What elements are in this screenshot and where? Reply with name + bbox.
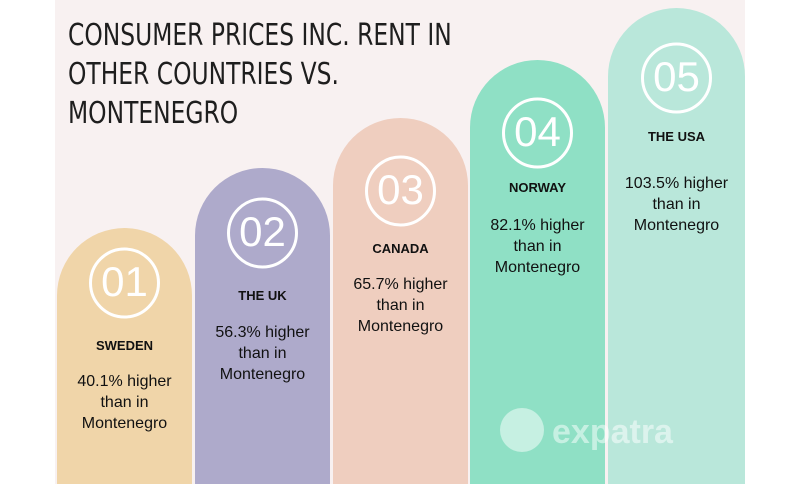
- description-line: Montenegro: [220, 366, 305, 383]
- index-ring: [227, 197, 298, 269]
- index-ring: [502, 97, 573, 169]
- pills: 01 SWEDEN 40.1% higher than in Montenegro 02 T…: [57, 7, 745, 484]
- description-line: Montenegro: [82, 415, 167, 432]
- country: THE USA: [648, 129, 706, 144]
- description-line: 103.5% higher: [625, 175, 729, 192]
- pill: [470, 59, 605, 484]
- description-line: Montenegro: [358, 318, 443, 335]
- country: CANADA: [372, 241, 429, 256]
- title-line: CONSUMER PRICES INC. RENT IN: [68, 18, 452, 53]
- description-line: Montenegro: [495, 259, 580, 276]
- pill: [333, 118, 468, 484]
- description-line: than in: [376, 297, 424, 314]
- watermark: expatra: [500, 408, 674, 452]
- country: THE UK: [238, 288, 287, 303]
- description-line: 56.3% higher: [215, 324, 310, 341]
- index-number: 05: [653, 53, 700, 100]
- description-line: Montenegro: [634, 217, 719, 234]
- pill: [608, 7, 745, 484]
- description-line: 65.7% higher: [353, 276, 448, 293]
- title-line: OTHER COUNTRIES VS.: [68, 57, 339, 92]
- title-line: MONTENEGRO: [68, 96, 238, 131]
- index-ring: [365, 155, 436, 227]
- index-number: 02: [239, 208, 286, 255]
- index-number: 03: [377, 166, 424, 213]
- watermark-text: expatra: [552, 413, 674, 451]
- description-line: 40.1% higher: [77, 373, 172, 390]
- description-line: than in: [652, 196, 700, 213]
- index-ring: [89, 247, 160, 319]
- title: CONSUMER PRICES INC. RENT IN OTHER COUNTR…: [68, 18, 452, 131]
- watermark-logo: [500, 408, 544, 452]
- country: SWEDEN: [96, 338, 153, 353]
- description-line: than in: [100, 394, 148, 411]
- index-ring: [641, 42, 712, 114]
- description-line: than in: [513, 238, 561, 255]
- index-number: 01: [101, 258, 148, 305]
- description-line: than in: [238, 345, 286, 362]
- pill: [195, 167, 330, 484]
- country: NORWAY: [509, 180, 566, 195]
- description-line: 82.1% higher: [490, 217, 585, 234]
- index-number: 04: [514, 108, 561, 155]
